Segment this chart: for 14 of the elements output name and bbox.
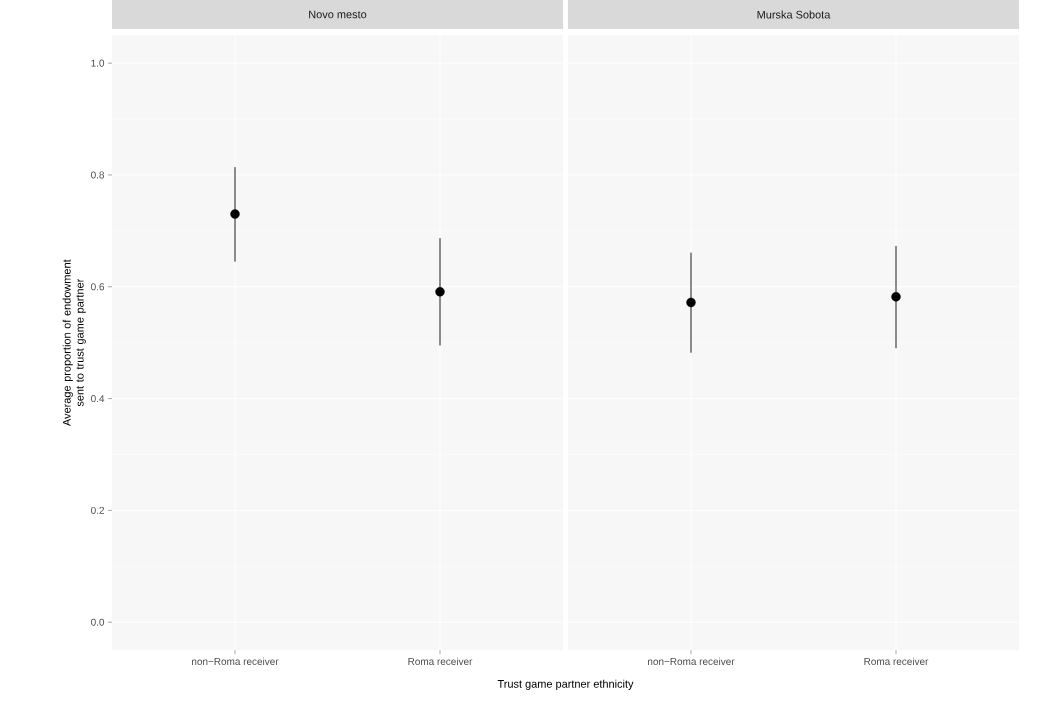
y-tick-label: 0.4 (91, 394, 105, 403)
y-tick-label: 0.6 (91, 283, 105, 291)
y-tick-label: 1.0 (91, 59, 105, 67)
y-tick-label: 0.0 (91, 618, 105, 626)
chart-title: Murska Sobota (757, 10, 831, 19)
x-tick-label: Roma receiver (864, 657, 929, 665)
y-axis-title: Average proportion of endowment sent to trust game partner (62, 259, 86, 426)
x-tick-label: non−Roma receiver (192, 657, 279, 665)
x-tick-label: Roma receiver (408, 657, 473, 665)
chart-title: Novo mesto (309, 10, 367, 19)
y-tick-label: 0.2 (91, 506, 104, 514)
x-axis-title: Trust game partner ethnicity (497, 679, 634, 690)
x-tick-label: non−Roma receiver (648, 657, 735, 665)
y-tick-label: 0.8 (91, 171, 105, 179)
